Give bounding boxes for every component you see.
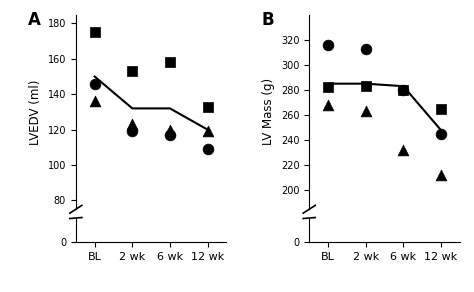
Point bbox=[166, 127, 174, 132]
Point bbox=[400, 88, 407, 92]
Point bbox=[91, 99, 99, 104]
Text: B: B bbox=[261, 11, 273, 29]
Point bbox=[128, 129, 136, 134]
Point bbox=[204, 104, 211, 109]
Point bbox=[437, 132, 445, 136]
Point bbox=[91, 30, 99, 35]
Point bbox=[400, 148, 407, 153]
Point bbox=[324, 85, 332, 90]
Point bbox=[324, 103, 332, 107]
Point bbox=[362, 84, 369, 88]
Point bbox=[204, 147, 211, 152]
Point bbox=[128, 69, 136, 74]
Point bbox=[128, 122, 136, 127]
Point bbox=[166, 60, 174, 65]
Point bbox=[362, 46, 369, 51]
Point bbox=[166, 133, 174, 137]
Point bbox=[400, 88, 407, 92]
Text: A: A bbox=[27, 11, 41, 29]
Point bbox=[362, 109, 369, 114]
Point bbox=[324, 42, 332, 47]
Y-axis label: LV Mass (g): LV Mass (g) bbox=[262, 78, 275, 145]
Point bbox=[437, 107, 445, 111]
Y-axis label: LVEDV (ml): LVEDV (ml) bbox=[29, 79, 42, 145]
Point bbox=[204, 129, 211, 134]
Point bbox=[91, 81, 99, 86]
Point bbox=[437, 173, 445, 178]
